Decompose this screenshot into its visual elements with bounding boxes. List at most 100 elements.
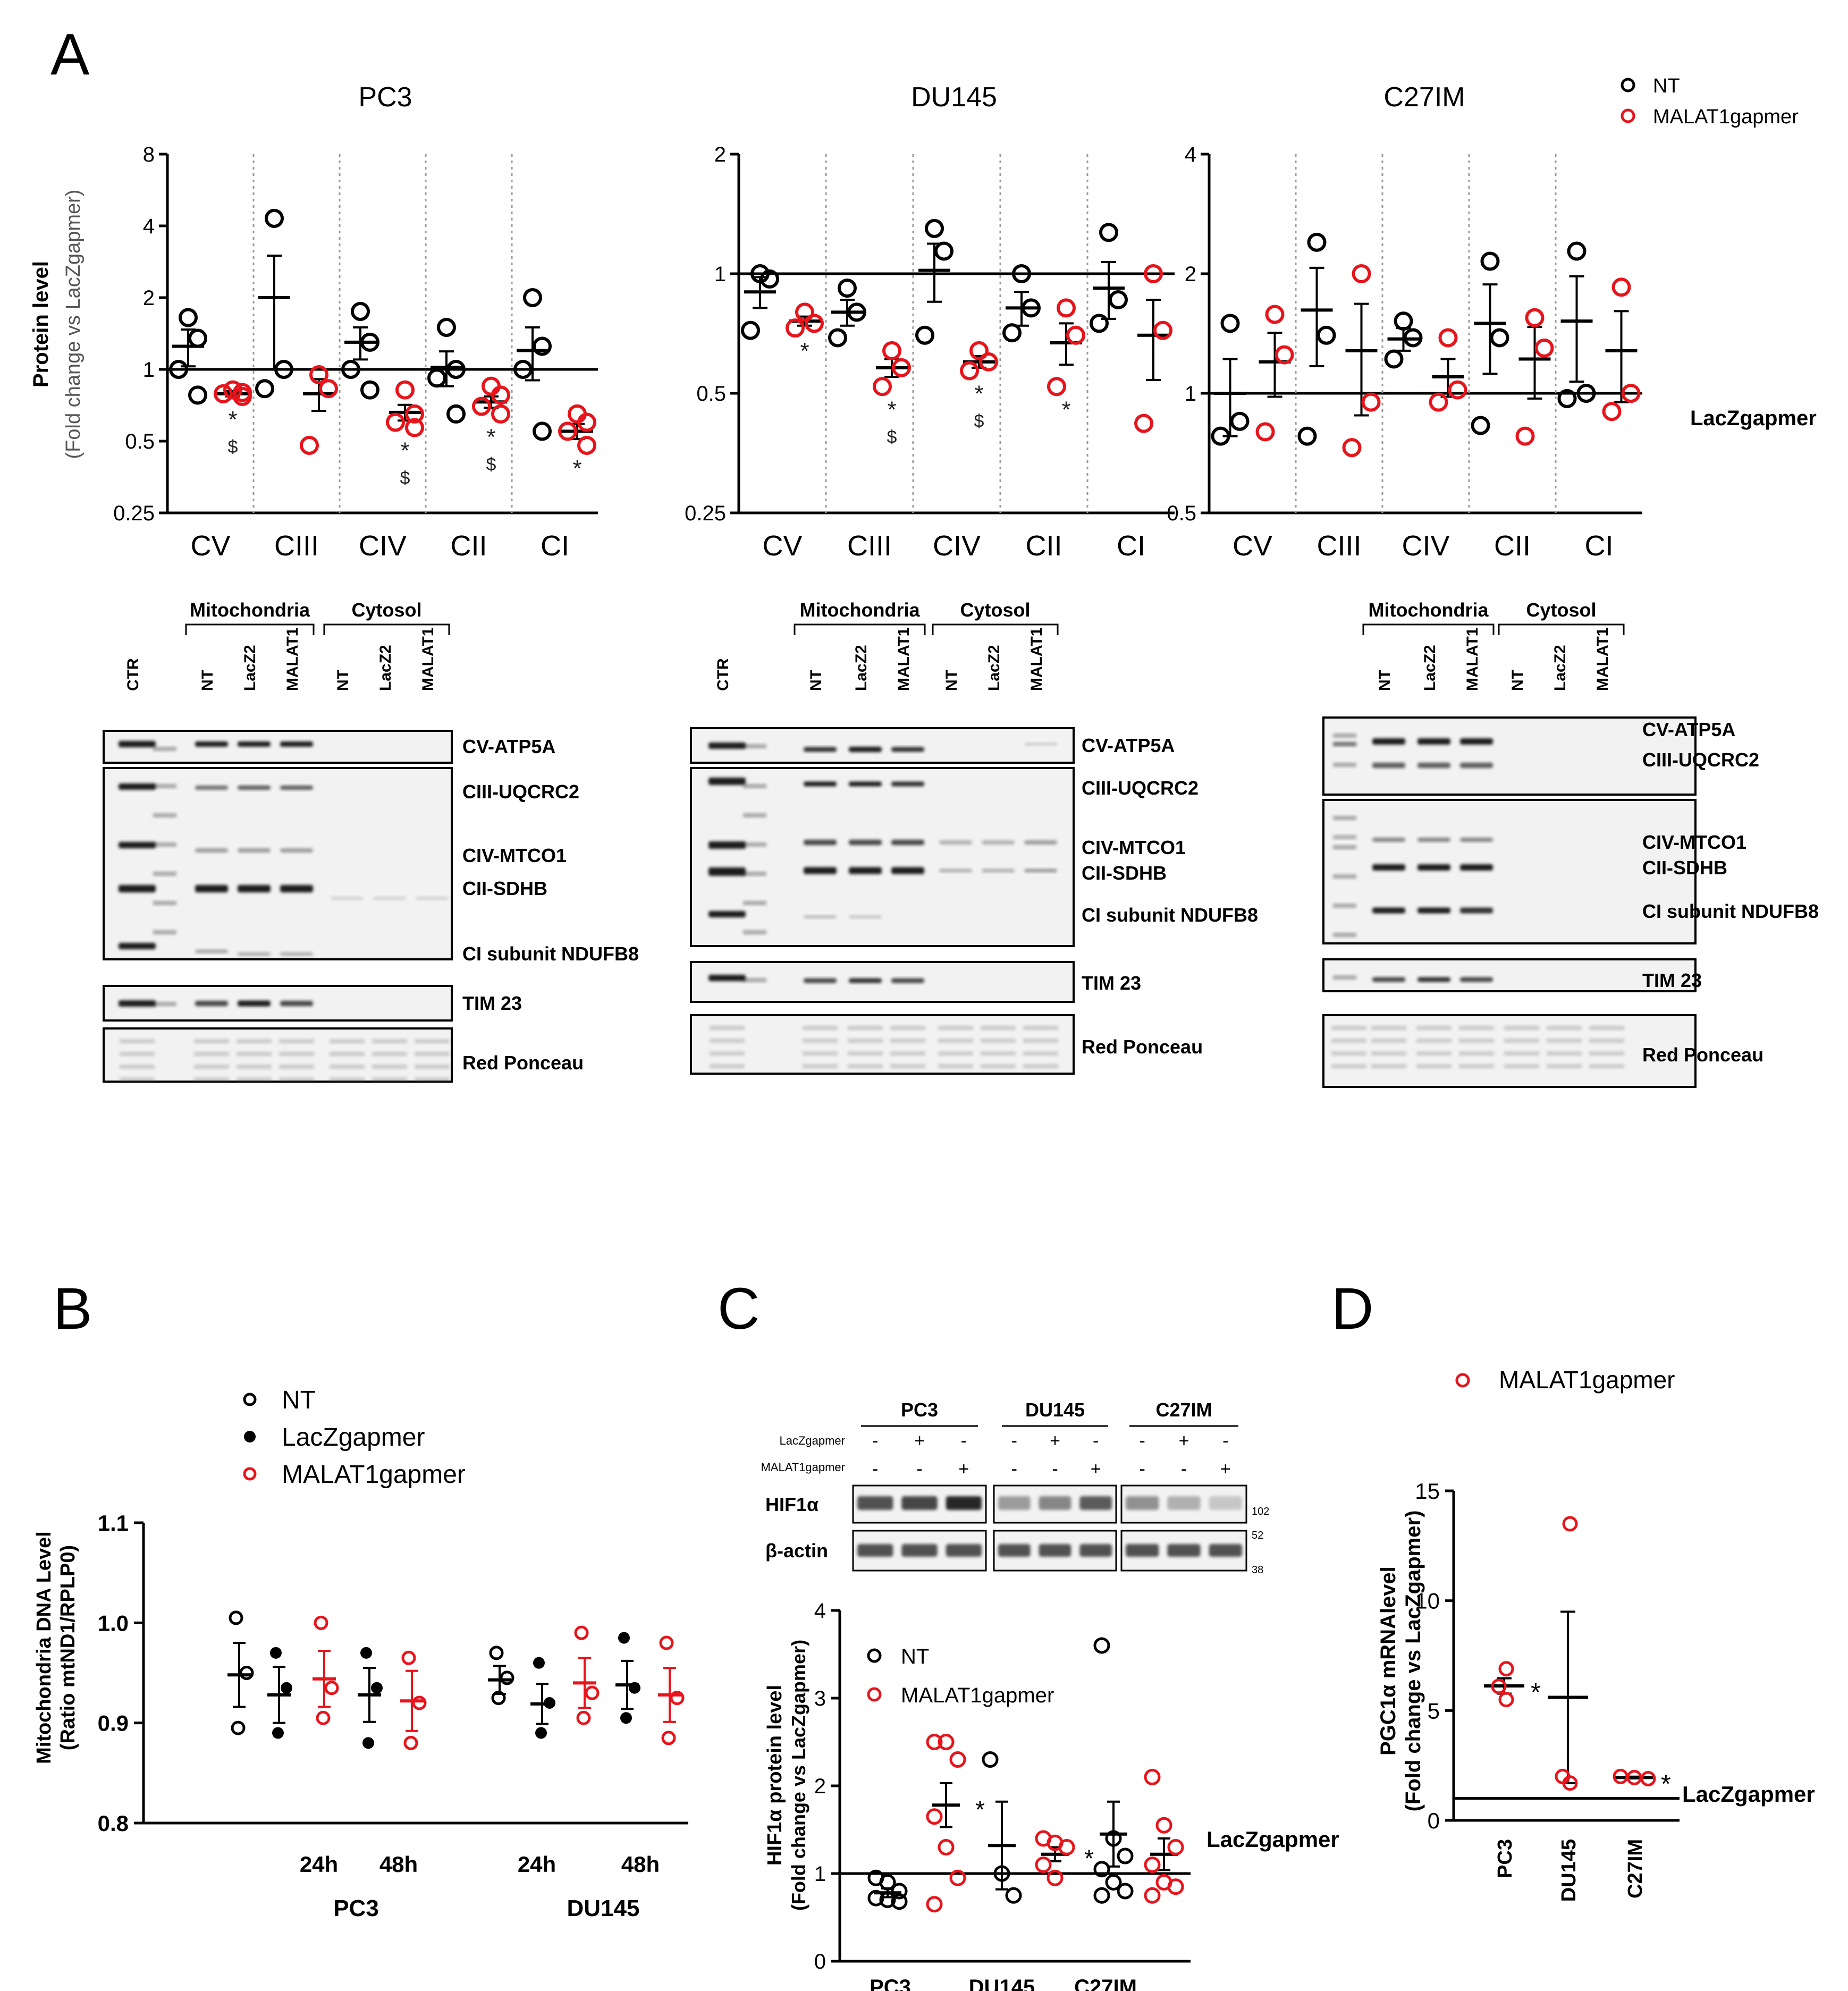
- category-label: CI: [541, 530, 569, 562]
- blot-ponceau-band: [237, 1052, 272, 1056]
- malat1-data-point: [395, 380, 415, 400]
- blot-protein-label: CI subunit NDUFB8: [1642, 900, 1819, 922]
- category-label: CIII: [274, 530, 319, 562]
- legend-a-malat1-marker: [1621, 108, 1635, 123]
- nt-data-point: [993, 1865, 1010, 1882]
- malat1-data-point: [1498, 1692, 1514, 1708]
- blot-band: [119, 885, 156, 892]
- chart-d-plot: 15 10 5 0 * * PC3 DU145 C27IM: [1415, 1479, 1680, 1902]
- blot-band: [891, 747, 924, 752]
- nt-data-point: [1109, 290, 1128, 309]
- chart-c-malat-sign: -: [872, 1459, 878, 1479]
- nt-data-point: [1105, 1874, 1122, 1891]
- chart-a-du145-title: DU145: [911, 82, 997, 113]
- malat1-data-point: [1361, 392, 1381, 412]
- malat1-data-point: [316, 1710, 331, 1725]
- significance-mark: $: [974, 411, 984, 431]
- blot-band: [1460, 977, 1493, 982]
- malat1-data-point: [670, 1691, 685, 1706]
- chart-b-ylabel: Mitochondria DNA Level: [33, 1531, 55, 1764]
- blot-band: [891, 840, 924, 845]
- nt-data-point: [1093, 1887, 1110, 1904]
- chart-c-ylabel: HIF1α protein level: [764, 1685, 786, 1866]
- blot-ponceau-band: [1589, 1051, 1624, 1056]
- chart-b: NT LacZgapmer MALAT1gapmer Mitochondria …: [33, 1386, 688, 1921]
- blot-membrane: [690, 1014, 1075, 1075]
- blot-ladder-band: [153, 901, 176, 905]
- blot-ponceau-band: [120, 1039, 155, 1043]
- malat1-data-point: [491, 385, 510, 405]
- significance-mark: *: [228, 407, 237, 433]
- significance-mark: *: [800, 338, 809, 364]
- nt-data-point: [1012, 264, 1031, 283]
- chart-c-actin-band: [998, 1544, 1031, 1557]
- malat1-data-point: [405, 418, 424, 437]
- blot-ponceau-band: [1416, 1051, 1452, 1056]
- chart-c-row-label: MALAT1gapmer: [761, 1461, 845, 1474]
- chart-c-actin-band: [901, 1544, 938, 1557]
- malat1-data-point: [386, 412, 405, 432]
- blot-ponceau-band: [237, 1039, 272, 1043]
- blot-bracket: [1498, 623, 1625, 635]
- blot-protein-label: CIII-UQCRC2: [1642, 749, 1759, 771]
- blot-band: [1024, 840, 1057, 845]
- blot-ponceau-band: [1459, 1051, 1494, 1056]
- malat1-data-point: [1144, 1887, 1161, 1904]
- y-tick-label: 4: [1185, 143, 1196, 166]
- malat1-data-point: [1429, 392, 1448, 412]
- blot-bracket: [794, 623, 926, 635]
- blot-ponceau-band: [1504, 1026, 1539, 1030]
- category-label: CI: [1585, 530, 1614, 562]
- blot-ponceau-band: [710, 1064, 745, 1068]
- nt-data-point: [188, 328, 207, 348]
- y-tick-label: 4: [143, 215, 155, 238]
- legend-b-nt-label: NT: [282, 1386, 316, 1414]
- chart-a-du145: DU145 2 1 0.5 0.25 CV * CIII * $ CIV * $ CII * CI: [685, 82, 1175, 562]
- blot-ponceau-band: [1547, 1026, 1582, 1030]
- blot-ponceau-band: [890, 1026, 925, 1030]
- nt-data-point: [229, 1610, 243, 1625]
- legend-c-malat1-marker: [867, 1687, 882, 1702]
- blot-ponceau-band: [1371, 1026, 1406, 1030]
- malat1-data-point: [949, 1751, 966, 1768]
- blot-ponceau-band: [120, 1077, 155, 1082]
- blot-lane-label: LacZ2: [1551, 645, 1569, 691]
- blot-band: [238, 952, 271, 956]
- blot-band: [804, 781, 837, 787]
- nt-data-point: [231, 1720, 246, 1735]
- malat1-data-point: [1342, 438, 1362, 458]
- blot-band: [280, 885, 313, 892]
- blot-lane-label: LacZ2: [1421, 645, 1439, 691]
- category-label: C27IM: [1074, 1976, 1137, 1991]
- blot-lane-label: LacZ2: [241, 645, 259, 691]
- blot-ponceau-band: [848, 1026, 883, 1030]
- blot-1: Mitochondria Cytosol CTR NT LacZ2 MALAT1 NT Lac…: [690, 599, 1258, 1075]
- blot-ponceau-band: [1547, 1064, 1582, 1068]
- blot-lane-label: LacZ2: [853, 645, 870, 691]
- chart-c-row-label: LacZgapmer: [779, 1434, 845, 1447]
- category-label: CII: [1025, 530, 1062, 562]
- blot-ponceau-band: [848, 1039, 883, 1043]
- nt-data-point: [1567, 241, 1587, 261]
- nt-data-point: [760, 269, 779, 289]
- blot-ponceau-band: [279, 1052, 314, 1056]
- chart-c-actin-band: [1126, 1544, 1159, 1557]
- significance-mark: *: [887, 396, 896, 423]
- panel-letter-a: A: [50, 22, 90, 87]
- chart-c: HIF1α protein level (Fold change vs LacZ…: [764, 1599, 1339, 1991]
- y-tick-label: 0.5: [1167, 502, 1196, 525]
- malat1-data-point: [1491, 1678, 1507, 1694]
- blot-ponceau-band: [890, 1064, 925, 1068]
- nt-data-point: [1471, 416, 1490, 435]
- blot-ponceau-band: [372, 1052, 407, 1056]
- legend-a-nt-label: NT: [1653, 75, 1680, 97]
- chart-c-lacz-sign: -: [1093, 1431, 1099, 1451]
- blot-band: [891, 978, 924, 983]
- blot-band: [238, 1000, 271, 1007]
- significance-mark: $: [486, 454, 496, 475]
- y-tick-label: 0.8: [98, 1811, 129, 1836]
- chart-c-malat-sign: -: [1052, 1459, 1058, 1479]
- malat1-data-point: [412, 1695, 427, 1710]
- blot-protein-label: Red Ponceau: [462, 1052, 584, 1074]
- panel-letter-d: D: [1331, 1276, 1373, 1342]
